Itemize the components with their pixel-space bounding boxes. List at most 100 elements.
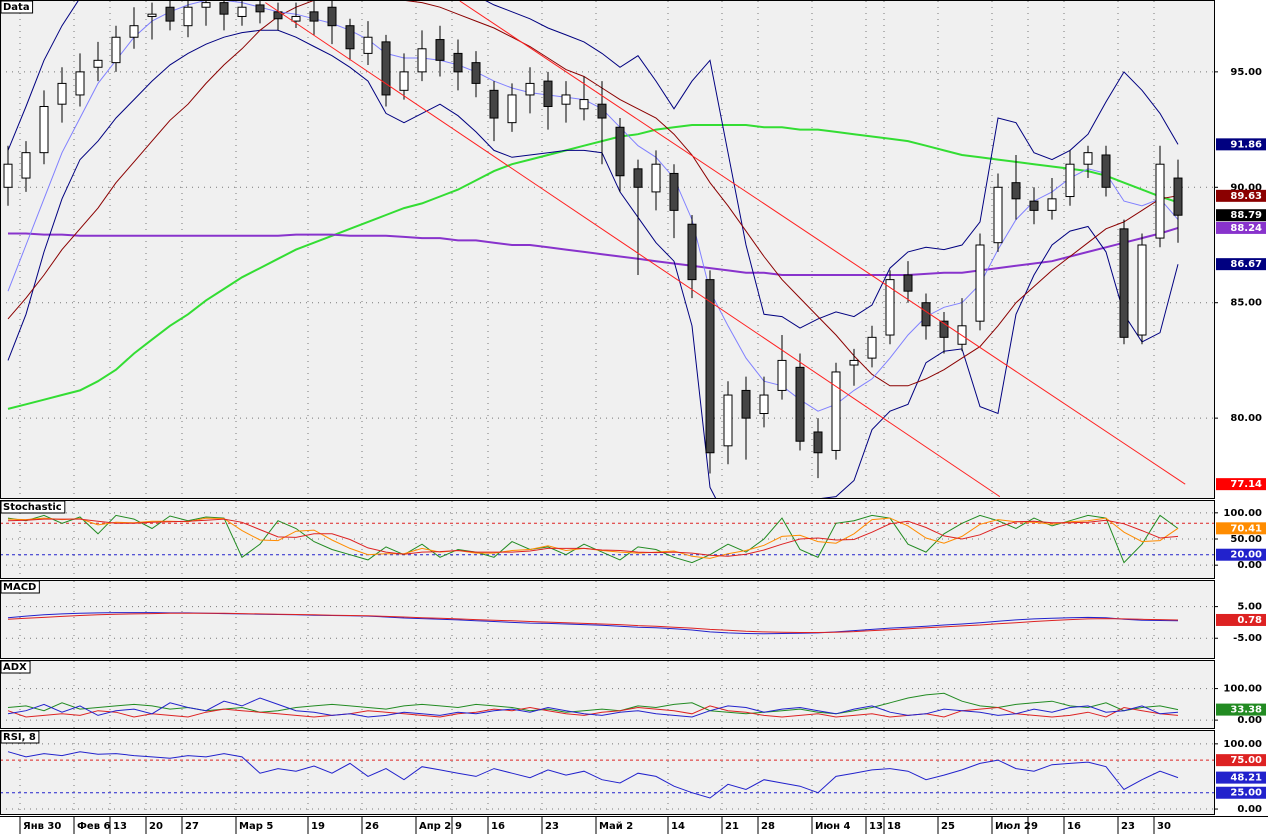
candle-body <box>255 4 265 13</box>
candle-body <box>147 13 157 17</box>
candle-body <box>489 89 499 119</box>
x-tick-label: 9 <box>1031 821 1038 832</box>
x-tick-label: 9 <box>455 821 462 832</box>
candle-body <box>219 2 229 15</box>
candle-body <box>759 394 769 415</box>
candle-body <box>1083 152 1093 165</box>
x-tick-label: Янв 30 <box>23 821 61 832</box>
candle-body <box>453 52 463 73</box>
candle-body <box>813 431 823 454</box>
candle-body <box>399 71 409 91</box>
y-tick-label: 80.00 <box>1230 413 1262 424</box>
panel-title: Data <box>3 2 30 13</box>
panel-plot <box>0 501 1214 578</box>
candle-body <box>183 6 193 27</box>
candle-body <box>345 25 355 50</box>
candle-body <box>669 172 679 211</box>
x-tick-label: Апр 2 <box>419 821 451 832</box>
y-tick-label: 90.00 <box>1230 182 1262 193</box>
candle-body <box>327 6 337 27</box>
candle-body <box>525 82 535 96</box>
candle-body <box>1029 200 1039 211</box>
panel-background <box>0 661 1214 728</box>
indicator-line <box>7 697 1179 718</box>
x-tick-label: 13 <box>869 821 883 832</box>
value-label-box <box>1216 703 1266 716</box>
panel-title: MACD <box>3 582 36 593</box>
candle-body <box>579 99 589 110</box>
value-label: 33.38 <box>1230 705 1262 716</box>
y-tick-label: 100.00 <box>1223 508 1262 519</box>
candle-body <box>831 371 841 451</box>
y-tick-label: 85.00 <box>1230 298 1262 309</box>
value-label-box <box>1216 189 1266 202</box>
candle-body <box>21 152 31 179</box>
x-tick-label: 25 <box>941 821 955 832</box>
y-tick-label: 100.00 <box>1223 739 1262 750</box>
candle-body <box>723 394 733 447</box>
candle-body <box>1173 177 1183 216</box>
panel-title-box <box>0 660 31 674</box>
candle-body <box>849 359 859 366</box>
level-label: 25.00 <box>1230 788 1262 799</box>
indicator-line <box>7 124 1179 410</box>
candle-body <box>921 302 931 327</box>
x-tick-label: Май 2 <box>599 821 633 832</box>
x-tick-label: 19 <box>311 821 325 832</box>
candle-body <box>417 48 427 73</box>
candle-body <box>435 39 445 61</box>
candle-body <box>291 15 301 22</box>
indicator-line <box>7 514 1179 564</box>
x-tick-label: 27 <box>185 821 199 832</box>
candle-body <box>795 366 805 442</box>
level-label-box <box>1216 548 1266 561</box>
panel-plot <box>0 661 1214 728</box>
candle-body <box>129 25 139 38</box>
panel-plot <box>0 1 1214 498</box>
candle-body <box>1011 182 1021 200</box>
x-tick-label: Фев 6 <box>77 821 111 832</box>
candle-body <box>273 11 283 20</box>
candle-body <box>237 6 247 17</box>
x-tick-label: 28 <box>761 821 775 832</box>
indicator-line <box>7 518 1179 557</box>
level-label-box <box>1216 786 1266 799</box>
value-label: 0.78 <box>1237 615 1262 626</box>
x-tick-label: 13 <box>113 821 127 832</box>
value-label-box <box>1216 221 1266 234</box>
x-tick-label: 20 <box>149 821 163 832</box>
y-tick-label: 0.00 <box>1237 715 1262 726</box>
candle-body <box>1065 163 1075 198</box>
y-tick-label: -5.00 <box>1233 633 1262 644</box>
y-tick-label: 100.00 <box>1223 684 1262 695</box>
x-tick-label: 16 <box>1067 821 1081 832</box>
panel-title-box <box>0 0 34 14</box>
candle-body <box>507 94 517 124</box>
candle-body <box>1101 154 1111 188</box>
candle-body <box>633 168 643 188</box>
x-tick-label: Июл 2 <box>995 821 1031 832</box>
value-label: 89.63 <box>1230 191 1262 202</box>
y-tick-label: 0.00 <box>1237 560 1262 571</box>
x-tick-label: 30 <box>1157 821 1171 832</box>
panel-background <box>0 1 1214 498</box>
candle-body <box>1047 198 1057 211</box>
panel-plot <box>0 581 1214 658</box>
y-tick-label: 95.00 <box>1230 67 1262 78</box>
candle-body <box>543 80 553 107</box>
panel-plot <box>0 731 1214 814</box>
panel-title: RSI, 8 <box>3 732 36 743</box>
candle-body <box>309 11 319 22</box>
value-label: 88.24 <box>1230 223 1262 234</box>
candle-body <box>741 389 751 419</box>
candle-body <box>615 126 625 177</box>
y-tick-label: 5.00 <box>1237 602 1262 613</box>
value-label: 86.67 <box>1230 259 1262 270</box>
candle-body <box>651 163 661 193</box>
candle-body <box>705 279 715 454</box>
value-label: 48.21 <box>1230 773 1262 784</box>
value-label-box <box>1216 138 1266 151</box>
candle-body <box>885 279 895 336</box>
x-tick-label: 14 <box>671 821 685 832</box>
panel-title: Stochastic <box>3 502 62 513</box>
